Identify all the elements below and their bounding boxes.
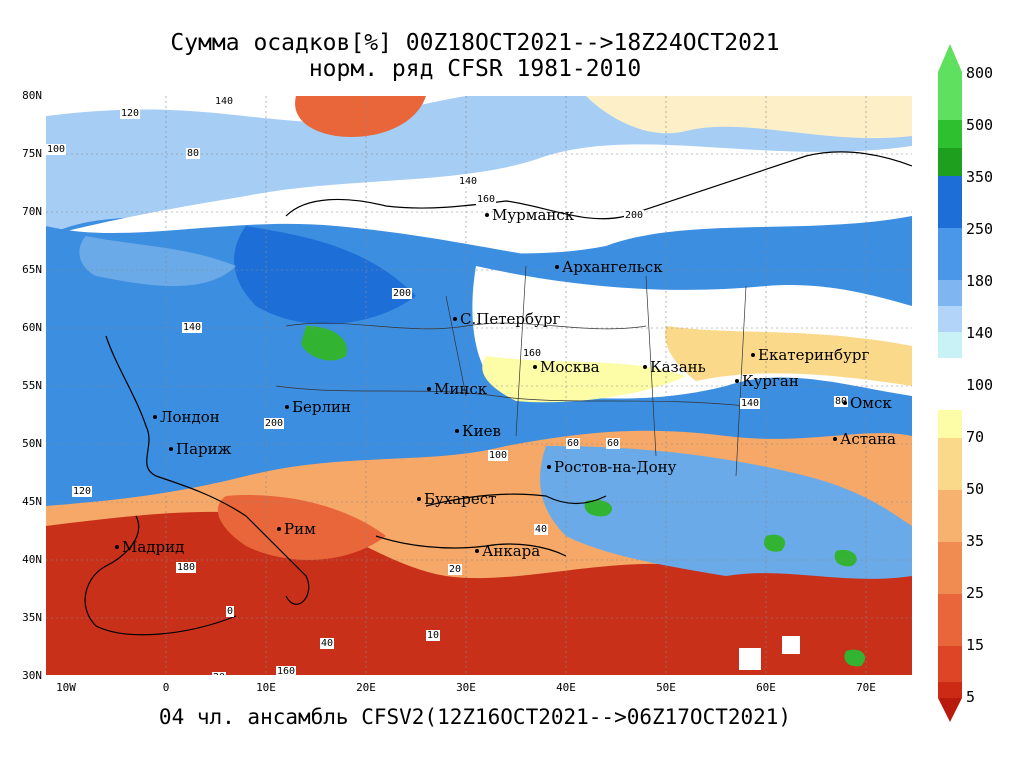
contour-label: 160 bbox=[476, 194, 497, 205]
colorbar-dry bbox=[938, 410, 962, 722]
contour-label: 80 bbox=[186, 148, 201, 159]
contour-label: 140 bbox=[182, 322, 203, 333]
lon-label: 0 bbox=[162, 681, 170, 694]
lon-label: 50E bbox=[656, 681, 676, 694]
colorbar-label: 35 bbox=[966, 532, 985, 550]
colorbar-label: 800 bbox=[966, 64, 994, 82]
lat-label: 55N bbox=[22, 379, 42, 392]
contour-label: 60 bbox=[566, 438, 581, 449]
contour-label: 10 bbox=[426, 630, 441, 641]
lat-label: 70N bbox=[22, 205, 42, 218]
contour-label: 140 bbox=[214, 96, 235, 107]
lon-label: 40E bbox=[556, 681, 576, 694]
colorbar-label: 180 bbox=[966, 272, 994, 290]
contour-label: 40 bbox=[534, 524, 549, 535]
colorbar-label: 250 bbox=[966, 220, 994, 238]
colorbar-label: 15 bbox=[966, 636, 985, 654]
city-label: Ростов-на-Дону bbox=[546, 458, 677, 476]
city-label: Лондон bbox=[153, 408, 220, 426]
contour-label: 120 bbox=[72, 486, 93, 497]
lat-label: 75N bbox=[22, 147, 42, 160]
colorbar-label: 100 bbox=[966, 376, 994, 394]
city-label: Казань bbox=[643, 358, 706, 376]
city-label: Рим bbox=[277, 520, 316, 538]
lat-label: 50N bbox=[22, 437, 42, 450]
contour-label: 100 bbox=[488, 450, 509, 461]
contour-label: 160 bbox=[276, 666, 297, 675]
city-label: Архангельск bbox=[555, 258, 663, 276]
contour-label: 20 bbox=[448, 564, 463, 575]
map-title-line1: Сумма осадков[%] 00Z18OCT2021-->18Z24OCT… bbox=[170, 30, 780, 56]
map-title-line2: норм. ряд CFSR 1981-2010 bbox=[308, 56, 642, 82]
contour-label: 140 bbox=[740, 398, 761, 409]
colorbar-label: 25 bbox=[966, 584, 985, 602]
city-label: Бухарест bbox=[416, 490, 497, 508]
colorbar-label: 50 bbox=[966, 480, 985, 498]
contour-label: 0 bbox=[226, 606, 235, 617]
lat-label: 40N bbox=[22, 553, 42, 566]
contour-label: 200 bbox=[392, 288, 413, 299]
contour-label: 120 bbox=[120, 108, 141, 119]
colorbar-label: 70 bbox=[966, 428, 985, 446]
contour-label: 160 bbox=[522, 348, 543, 359]
lon-label: 20E bbox=[356, 681, 376, 694]
lat-label: 35N bbox=[22, 611, 42, 624]
lon-label: 10W bbox=[56, 681, 76, 694]
lon-label: 60E bbox=[756, 681, 776, 694]
contour-label: 60 bbox=[606, 438, 621, 449]
lon-label: 30E bbox=[456, 681, 476, 694]
lon-label: 70E bbox=[856, 681, 876, 694]
city-label: Париж bbox=[168, 440, 232, 458]
contour-label: 100 bbox=[46, 144, 67, 155]
city-label: Астана bbox=[833, 430, 896, 448]
lat-label: 30N bbox=[22, 669, 42, 682]
city-label: Москва bbox=[533, 358, 600, 376]
city-label: Екатеринбург bbox=[750, 346, 870, 364]
contour-label: 200 bbox=[264, 418, 285, 429]
colorbar-label: 350 bbox=[966, 168, 994, 186]
lat-label: 80N bbox=[22, 89, 42, 102]
city-label: Киев bbox=[455, 422, 501, 440]
contour-label: 140 bbox=[458, 176, 479, 187]
contour-label: 40 bbox=[320, 638, 335, 649]
colorbar-label: 140 bbox=[966, 324, 994, 342]
city-label: Мадрид bbox=[114, 538, 185, 556]
colorbar-label: 5 bbox=[966, 688, 976, 706]
lat-label: 60N bbox=[22, 321, 42, 334]
lat-label: 65N bbox=[22, 263, 42, 276]
precipitation-map: 140 120 80 100 160 200 140 80 60 40 20 1… bbox=[46, 96, 912, 675]
colorbar-label: 500 bbox=[966, 116, 994, 134]
city-label: Курган bbox=[735, 372, 799, 390]
contour-label: 20 bbox=[212, 672, 227, 675]
city-label: Омск bbox=[843, 394, 892, 412]
lon-label: 10E bbox=[256, 681, 276, 694]
city-label: Берлин bbox=[284, 398, 352, 416]
contour-label: 80 bbox=[834, 396, 849, 407]
city-label: Минск bbox=[426, 380, 488, 398]
lat-label: 45N bbox=[22, 495, 42, 508]
colorbar-wet bbox=[938, 44, 962, 358]
contour-label: 180 bbox=[176, 562, 197, 573]
contour-label: 200 bbox=[624, 210, 645, 221]
city-label: С.Петербург bbox=[452, 310, 561, 328]
city-label: Мурманск bbox=[484, 206, 575, 224]
map-fields bbox=[46, 96, 912, 675]
city-label: Анкара bbox=[474, 542, 541, 560]
ensemble-footer: 04 чл. ансамбль CFSV2(12Z16OCT2021-->06Z… bbox=[158, 705, 792, 729]
